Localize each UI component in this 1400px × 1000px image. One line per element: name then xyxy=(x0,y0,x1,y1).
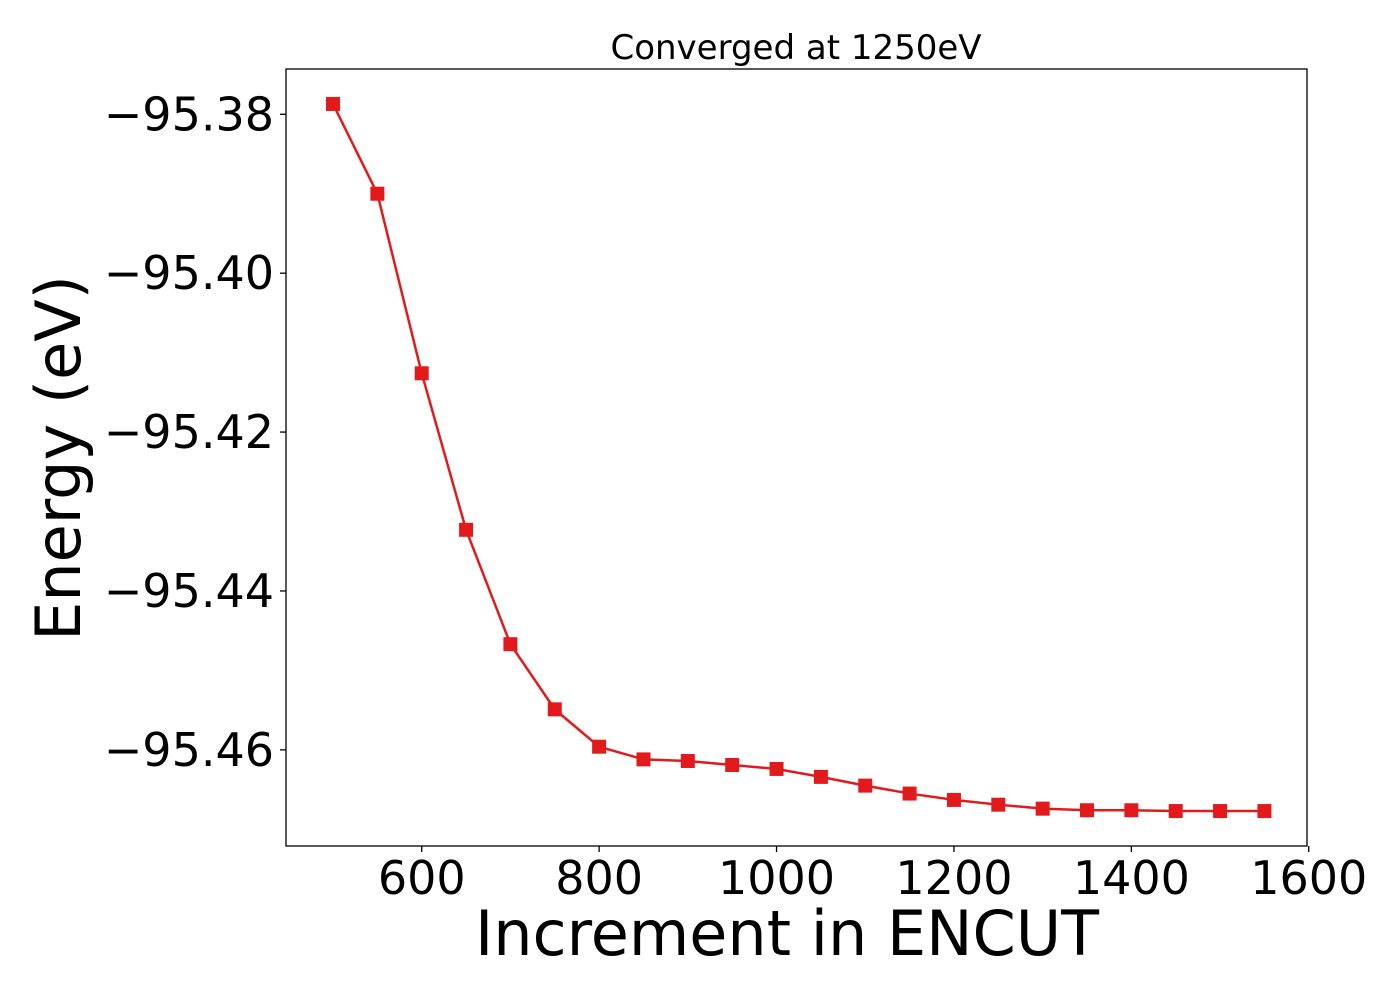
x-tick-label: 1600 xyxy=(1250,851,1367,905)
data-point-marker xyxy=(813,769,828,784)
data-point-marker xyxy=(946,792,961,807)
plot-frame xyxy=(285,68,1308,847)
data-point-marker xyxy=(991,797,1006,812)
y-tick-label: −95.44 xyxy=(104,564,274,618)
x-tick-label: 1400 xyxy=(1073,851,1190,905)
y-axis-ticks: −95.38 −95.40 −95.42 −95.44 −95.46 xyxy=(104,87,286,777)
y-tick-label: −95.42 xyxy=(104,405,274,459)
data-point-marker xyxy=(902,786,917,801)
data-point-marker xyxy=(1080,803,1095,818)
data-point-marker xyxy=(725,757,740,772)
data-point-marker xyxy=(1124,803,1139,818)
data-point-marker xyxy=(547,702,562,717)
data-point-marker xyxy=(680,753,695,768)
y-tick-label: −95.40 xyxy=(104,246,274,300)
x-tick-label: 1000 xyxy=(718,851,835,905)
data-point-marker xyxy=(592,739,607,754)
data-point-marker xyxy=(414,366,429,381)
data-point-marker xyxy=(1168,804,1183,819)
data-point-marker xyxy=(769,761,784,776)
data-point-marker xyxy=(1213,804,1228,819)
y-axis-label: Energy (eV) xyxy=(22,275,95,641)
y-tick-label: −95.38 xyxy=(104,87,274,141)
data-point-marker xyxy=(326,96,341,111)
data-point-marker xyxy=(370,186,385,201)
data-point-marker xyxy=(459,522,474,537)
data-point-marker xyxy=(1257,804,1272,819)
x-tick-label: 800 xyxy=(555,851,643,905)
data-point-marker xyxy=(1035,801,1050,816)
x-tick-label: 600 xyxy=(378,851,466,905)
series-layer xyxy=(326,96,1272,819)
data-point-marker xyxy=(503,637,518,652)
x-axis-label: Increment in ENCUT xyxy=(475,897,1100,970)
y-tick-label: −95.46 xyxy=(104,723,274,777)
data-point-marker xyxy=(636,752,651,767)
x-axis-ticks: 600 800 1000 1200 1400 1600 xyxy=(378,846,1367,905)
x-tick-label: 1200 xyxy=(895,851,1012,905)
series-line xyxy=(331,103,1265,813)
chart-title: Converged at 1250eV xyxy=(610,28,981,68)
data-point-marker xyxy=(858,778,873,793)
